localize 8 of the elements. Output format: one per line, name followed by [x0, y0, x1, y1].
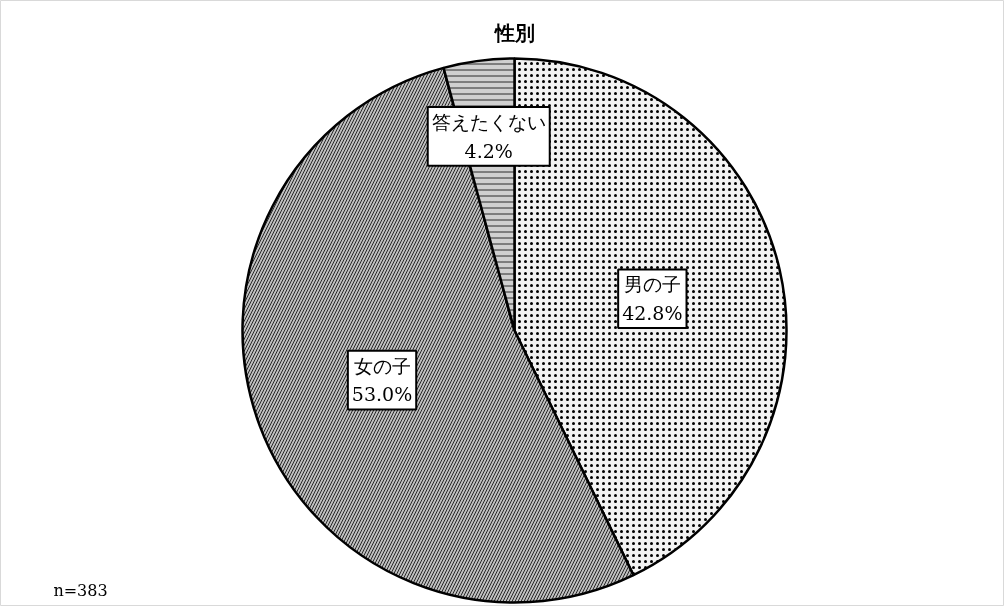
slice-label: 男の子	[623, 273, 681, 296]
text: n=383	[53, 581, 108, 600]
chart-title: 性別	[492, 20, 535, 45]
slice-label: 女の子	[353, 354, 411, 377]
slice-label: 答えたくない	[431, 111, 546, 134]
data-label: 4.2%	[464, 139, 513, 162]
data-label: 53.0%	[351, 383, 413, 406]
data-label: 42.8%	[622, 302, 683, 325]
